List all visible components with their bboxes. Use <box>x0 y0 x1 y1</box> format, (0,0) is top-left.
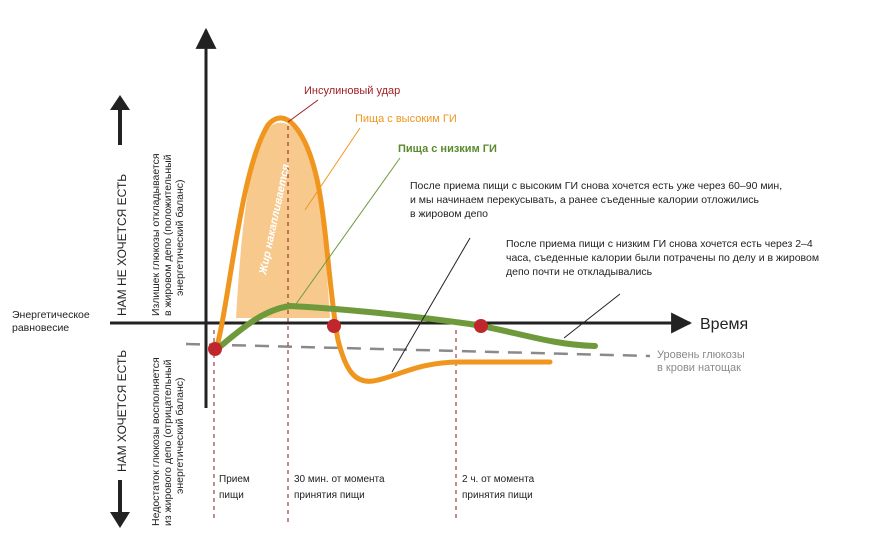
baseline-label-2: в крови натощак <box>657 362 741 374</box>
low-gi-annotation-3: депо почти не откладывались <box>506 266 653 278</box>
energy-equilibrium-label-1: Энергетическое <box>12 309 90 321</box>
high-gi-annotation-3: в жировом депо <box>410 208 488 220</box>
energy-equilibrium-label-2: равновесие <box>12 322 69 334</box>
low-gi-callout-line <box>295 157 401 305</box>
lower-small-label-2: из жирового депо (отрицательный <box>162 359 174 526</box>
low-gi-annotation-line <box>563 293 621 339</box>
time-label-meal-2: пищи <box>219 490 244 501</box>
upper-small-label-2: в жировом депо (положительный <box>162 154 174 316</box>
time-label-30min-2: принятия пищи <box>294 490 365 501</box>
time-label-meal-1: Прием <box>219 474 250 485</box>
lower-caps-label: НАМ ХОЧЕТСЯ ЕСТЬ <box>115 350 129 472</box>
lower-small-label-3: энергетический баланс) <box>174 377 186 494</box>
upper-caps-label: НАМ НЕ ХОЧЕТСЯ ЕСТЬ <box>115 174 129 316</box>
marker-meal <box>208 342 222 356</box>
x-axis-label: Время <box>700 316 748 333</box>
high-gi-annotation-2: и мы начинаем перекусывать, а ранее съед… <box>410 194 759 206</box>
low-gi-annotation-2: часа, съеденные калории были потрачены п… <box>506 252 819 264</box>
fat-accumulation-area <box>236 122 330 318</box>
high-gi-label: Пища с высоким ГИ <box>355 113 457 125</box>
high-gi-annotation-line <box>391 237 471 373</box>
time-label-2h-2: принятия пищи <box>462 490 533 501</box>
insulin-spike-label: Инсулиновый удар <box>304 85 400 97</box>
time-label-2h-1: 2 ч. от момента <box>462 474 535 485</box>
insulin-callout-line <box>287 99 319 123</box>
upper-small-label-3: энергетический баланс) <box>174 179 186 296</box>
marker-2h <box>474 319 488 333</box>
high-gi-annotation-1: После приема пищи с высоким ГИ снова хоч… <box>410 180 782 192</box>
upper-small-label-1: Излишек глюкозы откладывается <box>150 153 162 316</box>
time-label-30min-1: 30 мин. от момента <box>294 474 385 485</box>
down-arrow-head <box>110 512 130 528</box>
marker-30min <box>327 319 341 333</box>
baseline-label-1: Уровень глюкозы <box>657 349 745 361</box>
fasting-glucose-dashed-line <box>185 342 651 358</box>
low-gi-annotation-1: После приема пищи с низким ГИ снова хоче… <box>506 238 813 250</box>
high-gi-callout-line <box>304 127 361 211</box>
low-gi-label: Пища с низким ГИ <box>398 143 497 155</box>
high-gi-curve <box>213 115 553 384</box>
up-arrow-head <box>110 95 130 110</box>
lower-small-label-1: Недостаток глюкозы восполняется <box>150 357 162 526</box>
low-gi-curve <box>213 303 598 353</box>
